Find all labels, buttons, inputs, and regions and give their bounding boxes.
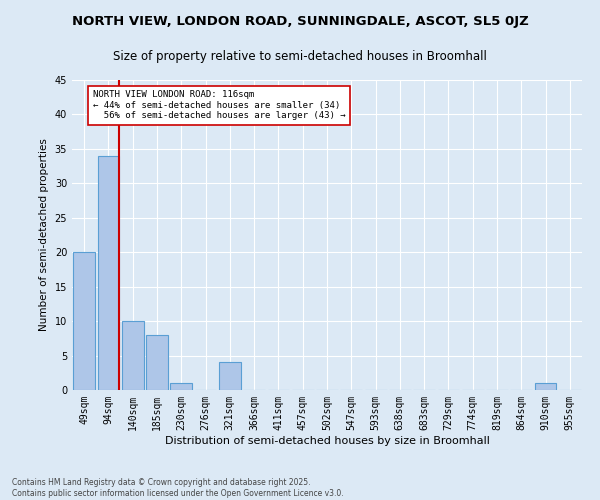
Bar xyxy=(170,383,192,390)
Bar xyxy=(535,383,556,390)
Text: NORTH VIEW, LONDON ROAD, SUNNINGDALE, ASCOT, SL5 0JZ: NORTH VIEW, LONDON ROAD, SUNNINGDALE, AS… xyxy=(71,15,529,28)
Bar xyxy=(122,321,143,390)
Y-axis label: Number of semi-detached properties: Number of semi-detached properties xyxy=(39,138,49,332)
Text: Size of property relative to semi-detached houses in Broomhall: Size of property relative to semi-detach… xyxy=(113,50,487,63)
Bar xyxy=(219,362,241,390)
Bar xyxy=(146,335,168,390)
Bar xyxy=(73,252,95,390)
Bar xyxy=(97,156,119,390)
X-axis label: Distribution of semi-detached houses by size in Broomhall: Distribution of semi-detached houses by … xyxy=(164,436,490,446)
Text: NORTH VIEW LONDON ROAD: 116sqm
← 44% of semi-detached houses are smaller (34)
  : NORTH VIEW LONDON ROAD: 116sqm ← 44% of … xyxy=(92,90,345,120)
Text: Contains HM Land Registry data © Crown copyright and database right 2025.
Contai: Contains HM Land Registry data © Crown c… xyxy=(12,478,344,498)
